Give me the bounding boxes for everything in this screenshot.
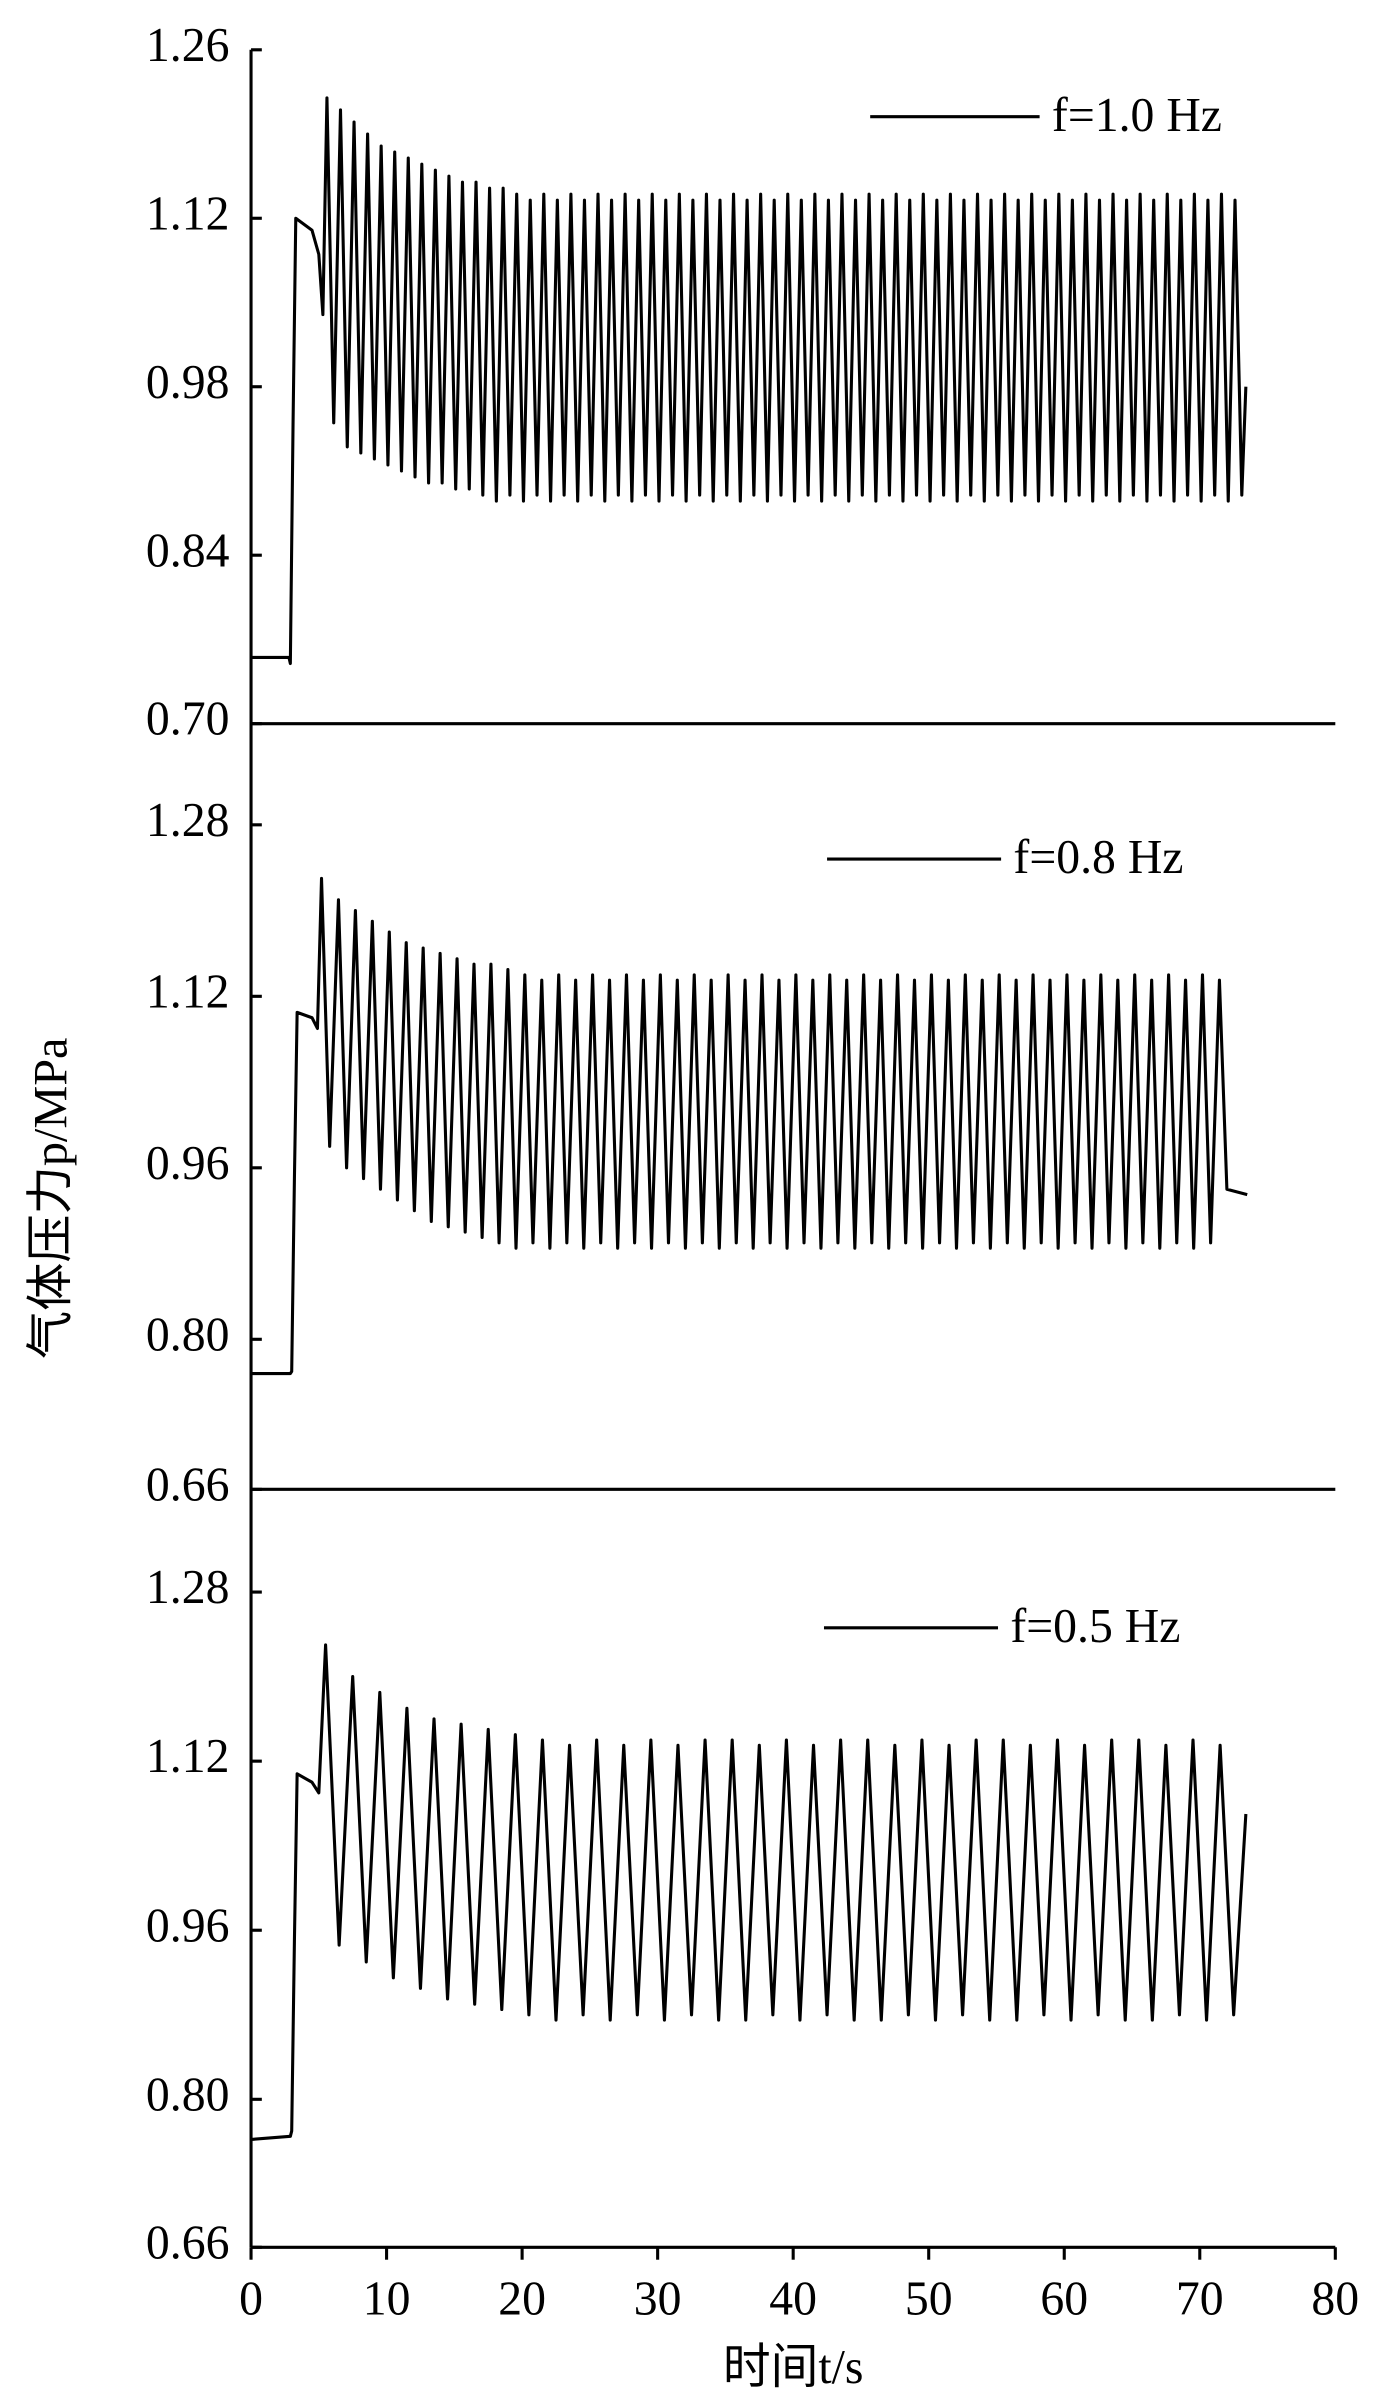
y-tick-label: 0.96 (146, 1137, 230, 1190)
y-tick-label: 0.66 (146, 2216, 230, 2269)
y-tick-label: 1.28 (146, 794, 230, 847)
x-tick-label: 70 (1176, 2272, 1224, 2325)
y-tick-label: 1.12 (146, 1730, 230, 1783)
y-axis-title: 气体压力p/MPa (25, 1038, 78, 1360)
legend-label: f=0.8 Hz (1013, 831, 1183, 884)
x-tick-label: 30 (634, 2272, 682, 2325)
x-tick-label: 0 (239, 2272, 263, 2325)
x-tick-label: 60 (1040, 2272, 1088, 2325)
y-tick-label: 0.80 (146, 2068, 230, 2121)
y-tick-label: 0.98 (146, 356, 230, 409)
y-tick-label: 1.26 (146, 19, 230, 72)
legend-label: f=1.0 Hz (1052, 89, 1222, 142)
x-tick-label: 20 (498, 2272, 546, 2325)
x-axis-title: 时间t/s (723, 2341, 864, 2394)
x-tick-label: 10 (363, 2272, 411, 2325)
y-tick-label: 1.12 (146, 965, 230, 1018)
data-line (251, 96, 1248, 666)
y-tick-label: 0.66 (146, 1458, 230, 1511)
x-tick-label: 40 (769, 2272, 817, 2325)
x-tick-label: 80 (1311, 2272, 1359, 2325)
legend-label: f=0.5 Hz (1010, 1600, 1180, 1653)
data-line (250, 1643, 1248, 2142)
data-line (251, 876, 1248, 1376)
y-tick-label: 1.12 (146, 187, 230, 240)
y-tick-label: 0.70 (146, 693, 230, 746)
y-tick-label: 0.96 (146, 1899, 230, 1952)
y-tick-label: 0.84 (146, 524, 230, 577)
x-tick-label: 50 (905, 2272, 953, 2325)
y-tick-label: 0.80 (146, 1308, 230, 1361)
y-tick-label: 1.28 (146, 1561, 230, 1614)
